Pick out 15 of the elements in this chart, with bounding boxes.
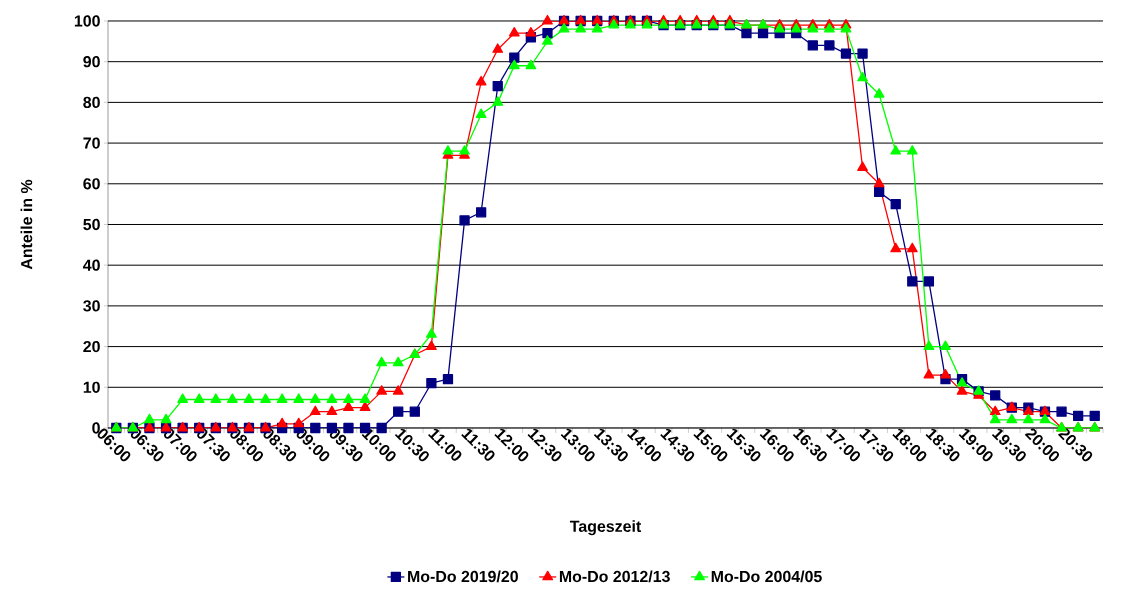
y-tick-label: 30 bbox=[83, 300, 100, 312]
legend-label: Mo-Do 2019/20 bbox=[408, 570, 518, 583]
y-tick-label: 90 bbox=[83, 56, 100, 68]
y-tick-label: 70 bbox=[83, 137, 100, 149]
legend-label: Mo-Do 2004/05 bbox=[711, 570, 822, 583]
legend-label: Mo-Do 2012/13 bbox=[559, 570, 670, 583]
y-tick-label: 100 bbox=[74, 15, 100, 27]
y-tick-label: 80 bbox=[83, 96, 100, 109]
x-axis-title: Tageszeit bbox=[569, 520, 642, 536]
y-tick-label: 40 bbox=[82, 259, 100, 271]
y-tick-label: 20 bbox=[83, 340, 100, 353]
y-tick-label: 50 bbox=[83, 218, 100, 231]
y-axis-title: Anteile in % bbox=[20, 179, 33, 270]
y-tick-label: 60 bbox=[83, 178, 100, 190]
y-tick-label: 10 bbox=[83, 381, 100, 393]
